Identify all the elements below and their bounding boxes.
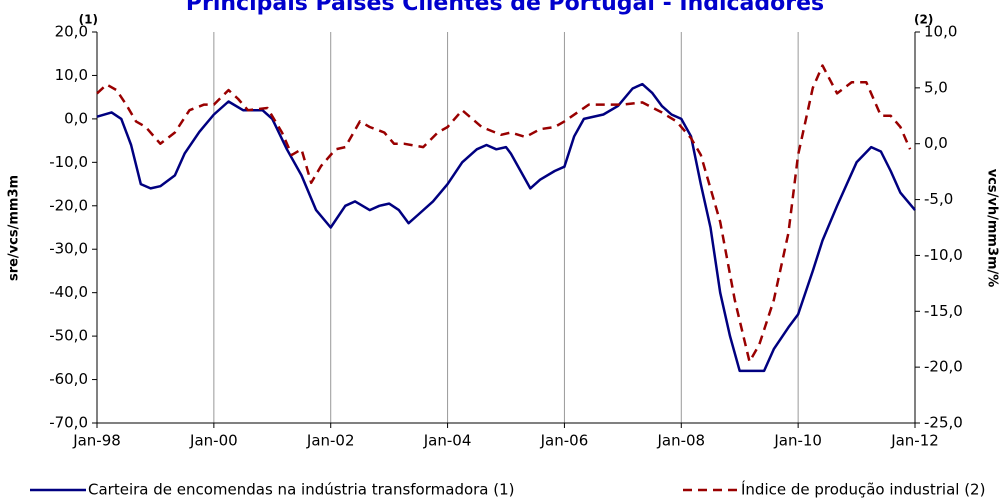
x-tick-label: Jan-10 <box>773 432 822 450</box>
y-axis-marker: (1) <box>79 13 98 27</box>
y2-tick-label: 10,0 <box>924 23 957 41</box>
y2-tick-label: -5,0 <box>924 190 953 208</box>
x-tick-label: Jan-00 <box>189 432 238 450</box>
y2-tick-label: -20,0 <box>924 358 963 376</box>
y-tick-label: -60,0 <box>49 370 88 388</box>
y-tick-label: -30,0 <box>49 240 88 258</box>
y-tick-label: -10,0 <box>49 153 88 171</box>
y-axis-label: sre/vcs/mm3m <box>7 175 22 281</box>
chart-title: Principais Países Clientes de Portugal -… <box>186 0 824 16</box>
x-tick-label: Jan-02 <box>306 432 355 450</box>
line-series <box>96 64 912 363</box>
y2-tick-label: -10,0 <box>924 246 963 264</box>
y-tick-label: -70,0 <box>49 414 88 432</box>
y-tick-label: 10,0 <box>55 66 88 84</box>
legend-label: Índice de produção industrial (2) <box>741 480 985 499</box>
x-tick-label: Jan-04 <box>423 432 472 450</box>
y-tick-label: -20,0 <box>49 196 88 214</box>
y2-axis-label: vcs/vh/mm3m/% <box>985 169 1000 288</box>
x-tick-label: Jan-08 <box>656 432 705 450</box>
y-tick-label: -50,0 <box>49 327 88 345</box>
y2-tick-label: 0,0 <box>924 134 948 152</box>
y2-tick-label: -15,0 <box>924 302 963 320</box>
y-tick-label: 20,0 <box>55 23 88 41</box>
line-series <box>96 82 916 373</box>
y2-axis-marker: (2) <box>914 13 933 27</box>
legend-label: Carteira de encomendas na indústria tran… <box>88 481 515 499</box>
x-tick-label: Jan-12 <box>890 432 939 450</box>
x-tick-label: Jan-06 <box>540 432 589 450</box>
y2-tick-label: -25,0 <box>924 414 963 432</box>
y-tick-label: 0,0 <box>64 109 88 127</box>
y-tick-label: -40,0 <box>49 283 88 301</box>
y2-tick-label: 5,0 <box>924 78 948 96</box>
x-tick-label: Jan-98 <box>72 432 121 450</box>
